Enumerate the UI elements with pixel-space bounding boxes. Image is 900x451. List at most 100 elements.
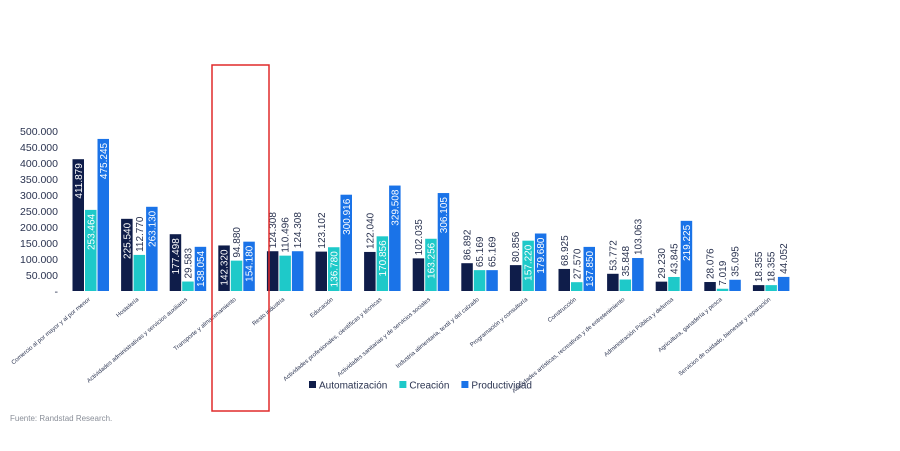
- bar-value-label: 136.780: [329, 251, 340, 288]
- legend-label: Productividad: [471, 381, 532, 392]
- legend: Automatización Creación Productividad: [309, 381, 532, 392]
- bar-value-label: 28.076: [706, 248, 717, 279]
- highlight-rectangle: [211, 64, 270, 412]
- bar-value-label: 44.052: [779, 243, 790, 274]
- bar-value-label: 80.856: [511, 231, 522, 262]
- bar-0: [461, 263, 473, 291]
- bar-1: [522, 240, 534, 291]
- bar-value-label: 7.019: [718, 260, 729, 285]
- bar-value-label: 263.130: [147, 210, 158, 247]
- bar-value-label: 18.355: [754, 251, 765, 282]
- bar-value-label: 124.308: [268, 212, 279, 249]
- bar-value-label: 103.063: [633, 218, 644, 255]
- bar-0: [558, 268, 570, 291]
- y-tick-label: 50.000: [26, 270, 58, 282]
- bar-value-label: 35.095: [731, 246, 742, 277]
- x-category-label: Programación y consultoría: [469, 297, 529, 349]
- bar-value-label: 329.508: [390, 189, 401, 226]
- bar-1: [182, 281, 194, 291]
- bar-value-label: 123.102: [317, 212, 328, 249]
- bar-value-label: 137.850: [585, 250, 596, 287]
- bar-0: [266, 251, 279, 291]
- bar-1: [716, 288, 729, 291]
- x-axis-labels: Comercio al por mayor y al por menor Host…: [11, 297, 772, 395]
- y-tick-label: 400.000: [20, 158, 58, 170]
- bar-value-label: 475.245: [99, 142, 110, 179]
- y-tick-label: 150.000: [20, 238, 58, 250]
- bar-value-label: 124.308: [293, 212, 304, 249]
- bar-value-label: 179.680: [536, 237, 547, 274]
- bar-value-label: 219.225: [682, 224, 693, 261]
- bar-1: [473, 270, 486, 291]
- bar-0: [169, 234, 182, 291]
- bar-value-label: 94.880: [232, 227, 243, 258]
- y-tick-label: 100.000: [20, 254, 58, 266]
- bar-value-label: 27.570: [572, 248, 583, 279]
- legend-swatch: [399, 381, 407, 388]
- bar-2: [534, 233, 547, 291]
- bar-0: [72, 159, 84, 291]
- y-tick-label: 300.000: [20, 190, 58, 202]
- bar-value-label: 112.770: [135, 216, 146, 252]
- x-category-label: Educación: [309, 297, 334, 320]
- bar-value-label: 306.105: [439, 197, 450, 234]
- bar-2: [729, 279, 741, 291]
- bar-0: [704, 282, 716, 291]
- source-note: Fuente: Randstad Research.: [10, 414, 113, 423]
- bar-value-label: 225.540: [122, 222, 133, 259]
- bar-value-label: 154.180: [245, 245, 256, 282]
- bar-0: [121, 218, 133, 291]
- bar-value-label: 300.916: [342, 198, 353, 235]
- bar-value-label: 43.845: [669, 243, 680, 274]
- bar-2: [194, 246, 207, 291]
- bar-1: [425, 238, 437, 291]
- x-category-label: Hostelería: [116, 297, 141, 320]
- bar-value-label: 411.879: [74, 163, 85, 199]
- y-tick-label: 450.000: [20, 142, 58, 154]
- bar-value-label: 177.498: [171, 238, 182, 275]
- bar-value-label: 18.355: [767, 251, 778, 282]
- legend-swatch: [309, 381, 316, 388]
- y-tick-label: 350.000: [20, 174, 58, 186]
- bar-2: [243, 241, 255, 291]
- x-category-label: Actividades administrativas y servicios …: [86, 297, 189, 385]
- bar-value-label: 86.892: [463, 229, 474, 260]
- bar-value-label: 29.230: [657, 248, 668, 279]
- bar-0: [607, 273, 619, 291]
- bar-value-label: 102.035: [414, 219, 425, 256]
- x-category-label: Comercio al por mayor y al por menor: [11, 297, 92, 366]
- y-tick-label: 200.000: [20, 222, 58, 234]
- bar-2: [583, 246, 595, 291]
- bar-value-label: 157.220: [524, 244, 535, 281]
- bar-2: [97, 138, 109, 291]
- bar-0: [509, 265, 522, 291]
- bar-0: [315, 251, 327, 291]
- bar-1: [85, 209, 97, 291]
- bar-1: [765, 285, 777, 291]
- bar-value-label: 253.464: [86, 213, 97, 250]
- y-tick-label: 250.000: [20, 206, 58, 218]
- bar-1: [619, 279, 632, 291]
- bar-2: [680, 220, 693, 291]
- bar-1: [571, 282, 583, 291]
- bar-value-label: 65.169: [488, 236, 499, 267]
- y-tick-label: -: [55, 286, 59, 298]
- x-category-label: Servicios de cuidado, bienestar y repara…: [678, 297, 772, 377]
- legend-label: Automatización: [319, 381, 387, 392]
- highlight-box: [211, 64, 270, 412]
- bar-1: [376, 236, 389, 291]
- bar-2: [777, 276, 790, 291]
- bar-2: [389, 185, 401, 291]
- y-tick-label: 500.000: [20, 126, 58, 138]
- bar-2: [340, 194, 352, 291]
- bar-value-label: 170.856: [378, 240, 389, 277]
- bar-2: [437, 193, 450, 291]
- y-axis: 500.000 450.000 400.000 350.000 300.000 250.0…: [20, 126, 58, 298]
- bar-value-label: 138.054: [196, 250, 207, 287]
- bar-0: [364, 251, 376, 291]
- bar-value-label: 122.040: [365, 212, 376, 249]
- bar-0: [752, 285, 765, 291]
- legend-label: Creación: [409, 381, 449, 392]
- x-category-label: Industria alimentaria, textil y del calz…: [395, 297, 481, 370]
